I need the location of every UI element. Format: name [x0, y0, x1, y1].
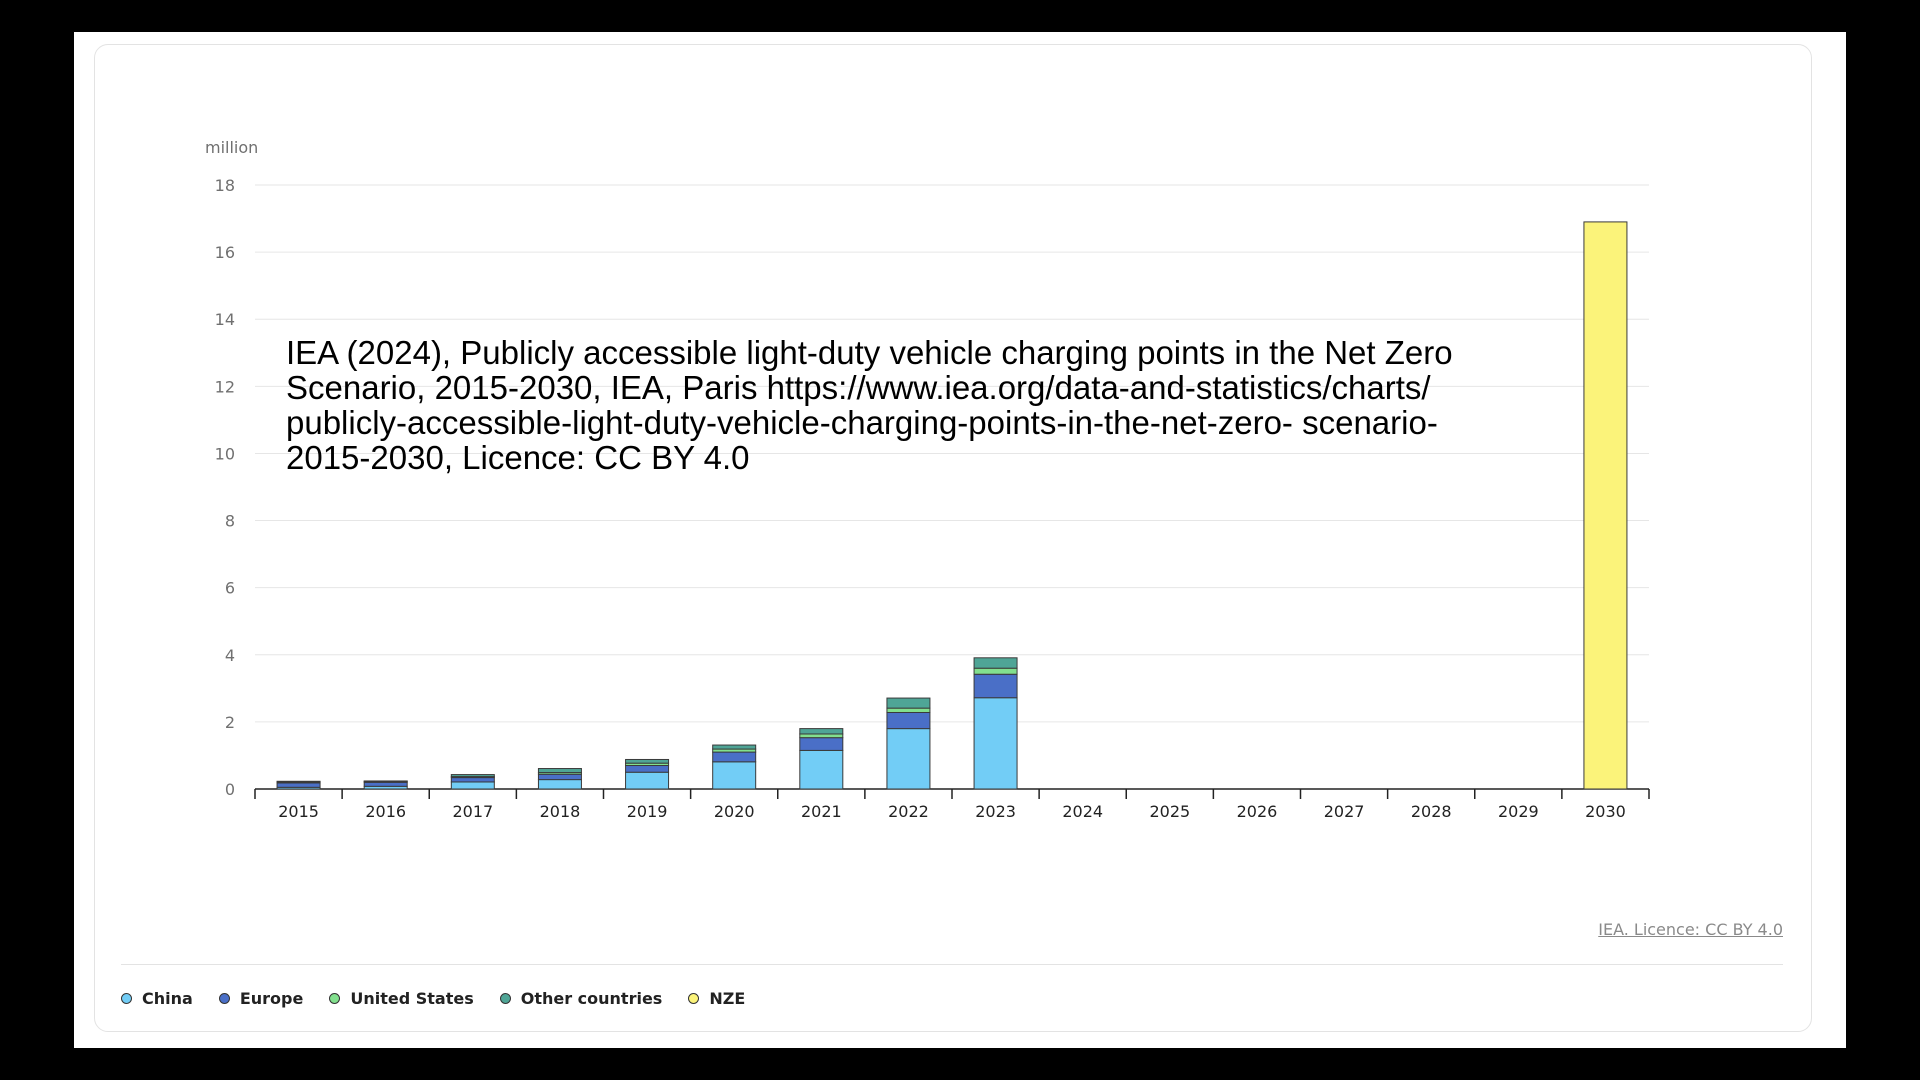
legend-item-china[interactable]: China	[121, 989, 193, 1008]
legend-swatch-other-countries	[499, 993, 511, 1004]
bar-other-countries-2023	[973, 657, 1018, 669]
bar-europe-2018	[537, 773, 582, 781]
bar-other-countries-2021	[799, 728, 844, 735]
bar-nze-2030	[1583, 221, 1628, 790]
bar-europe-2022	[886, 711, 931, 730]
x-tick-label: 2027	[1324, 802, 1365, 821]
legend-item-europe[interactable]: Europe	[218, 989, 304, 1008]
bar-china-2023	[973, 697, 1018, 790]
bar-europe-2019	[625, 765, 670, 773]
legend-divider	[121, 964, 1783, 965]
y-tick-label: 8	[225, 512, 235, 531]
chart: million 0 2 4 6 8 10 12 14 16 18 2015 2016 2017 2018 20…	[205, 138, 1650, 821]
y-tick-label: 14	[215, 310, 235, 329]
legend-label-united-states: United States	[350, 989, 474, 1008]
y-tick-label: 16	[215, 243, 235, 262]
bar-china-2022	[886, 728, 931, 790]
legend-swatch-nze	[688, 993, 700, 1004]
bar-europe-2015	[276, 782, 321, 788]
bar-other-countries-2017	[450, 774, 495, 778]
bar-china-2020	[712, 761, 757, 790]
bar-united-states-2022	[886, 707, 931, 713]
y-tick-label: 4	[225, 646, 235, 665]
x-tick-label: 2025	[1149, 802, 1190, 821]
x-tick-label: 2020	[714, 802, 755, 821]
bar-other-countries-2016	[363, 780, 408, 782]
bar-europe-2020	[712, 751, 757, 763]
bar-other-countries-2020	[712, 744, 757, 750]
bar-europe-2017	[450, 777, 495, 783]
bar-europe-2016	[363, 781, 408, 787]
bar-china-2018	[537, 779, 582, 790]
x-tick-label: 2028	[1411, 802, 1452, 821]
bar-united-states-2023	[973, 667, 1018, 675]
y-tick-label: 2	[225, 713, 235, 732]
legend-label-nze: NZE	[709, 989, 746, 1008]
legend-swatch-china	[121, 993, 132, 1004]
bar-china-2017	[450, 781, 495, 790]
bar-united-states-2021	[799, 733, 844, 739]
legend-item-united-states[interactable]: United States	[329, 989, 474, 1008]
x-tick-label: 2026	[1237, 802, 1278, 821]
licence-link[interactable]: IEA. Licence: CC BY 4.0	[1598, 920, 1783, 939]
bar-other-countries-2019	[625, 758, 670, 764]
x-tick-label: 2017	[452, 802, 493, 821]
bar-other-countries-2015	[276, 780, 321, 783]
x-tick-label: 2021	[801, 802, 842, 821]
bar-other-countries-2018	[537, 768, 582, 774]
x-tick-label: 2019	[627, 802, 668, 821]
legend-label-china: China	[142, 989, 193, 1008]
legend-swatch-europe	[218, 993, 230, 1004]
chart-frame: million 0 2 4 6 8 10 12 14 16 18 2015 2016 2017 2018 20…	[74, 32, 1846, 1048]
y-tick-label: 0	[225, 780, 235, 799]
bar-europe-2021	[799, 737, 844, 751]
legend-swatch-united-states	[329, 993, 341, 1004]
x-tick-label: 2016	[365, 802, 406, 821]
y-unit-label: million	[205, 138, 258, 157]
bar-europe-2023	[973, 673, 1018, 699]
y-tick-label: 18	[215, 176, 235, 195]
chart-card: million 0 2 4 6 8 10 12 14 16 18 2015 2016 2017 2018 20…	[94, 44, 1812, 1032]
x-tick-label: 2029	[1498, 802, 1539, 821]
legend-label-other-countries: Other countries	[520, 989, 663, 1008]
x-tick-label: 2024	[1062, 802, 1103, 821]
legend-item-nze[interactable]: NZE	[688, 989, 745, 1008]
x-tick-label: 2022	[888, 802, 929, 821]
citation-overlay: IEA (2024), Publicly accessible light-du…	[286, 334, 1453, 476]
bar-china-2021	[799, 749, 844, 790]
y-tick-label: 12	[215, 377, 235, 396]
x-tick-label: 2015	[278, 802, 319, 821]
bar-china-2019	[625, 771, 670, 790]
legend: China Europe United States Other countri…	[121, 989, 745, 1008]
bar-other-countries-2022	[886, 697, 931, 709]
y-tick-label: 10	[215, 444, 235, 463]
legend-item-other-countries[interactable]: Other countries	[499, 989, 663, 1008]
x-tick-label: 2018	[540, 802, 581, 821]
legend-label-europe: Europe	[239, 989, 304, 1008]
x-tick-label: 2023	[975, 802, 1016, 821]
y-tick-label: 6	[225, 579, 235, 598]
x-tick-label: 2030	[1585, 802, 1626, 821]
